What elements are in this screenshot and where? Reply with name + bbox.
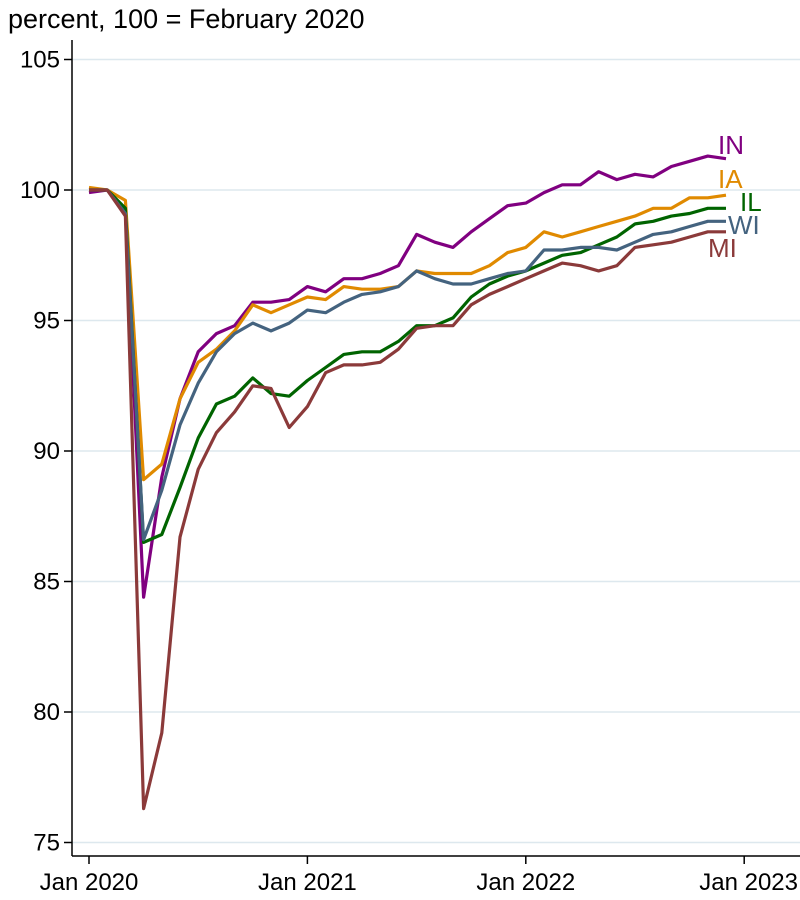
x-tick-label-2: Jan 2022 bbox=[476, 869, 575, 896]
series-label-wi: WI bbox=[728, 210, 760, 240]
y-tick-label-80: 80 bbox=[33, 699, 60, 726]
gridlines bbox=[72, 58, 800, 844]
series-label-il: IL bbox=[740, 187, 762, 217]
series-label-mi: MI bbox=[708, 233, 737, 263]
y-tick-label-85: 85 bbox=[33, 569, 60, 596]
chart-title: percent, 100 = February 2020 bbox=[8, 4, 365, 34]
y-tick-label-105: 105 bbox=[20, 47, 60, 74]
axes: 75 80 85 90 95 100 105 Jan 2020 Jan 2021 Jan 2022… bbox=[20, 40, 800, 896]
series-line-mi bbox=[89, 188, 726, 811]
series-line-in bbox=[88, 154, 727, 599]
x-tick-label-3: Jan 2023 bbox=[699, 869, 798, 896]
y-tick-label-75: 75 bbox=[33, 830, 60, 857]
x-tick-label-1: Jan 2021 bbox=[258, 869, 357, 896]
y-tick-label-95: 95 bbox=[33, 308, 60, 335]
series-label-in: IN bbox=[718, 130, 744, 160]
y-tick-label-100: 100 bbox=[20, 177, 60, 204]
x-tick-label-0: Jan 2020 bbox=[40, 869, 139, 896]
series-line-wi bbox=[89, 188, 726, 542]
y-tick-label-90: 90 bbox=[33, 438, 60, 465]
series-label-ia: IA bbox=[718, 164, 743, 194]
series-lines bbox=[88, 154, 727, 811]
series-line-il bbox=[89, 188, 726, 545]
